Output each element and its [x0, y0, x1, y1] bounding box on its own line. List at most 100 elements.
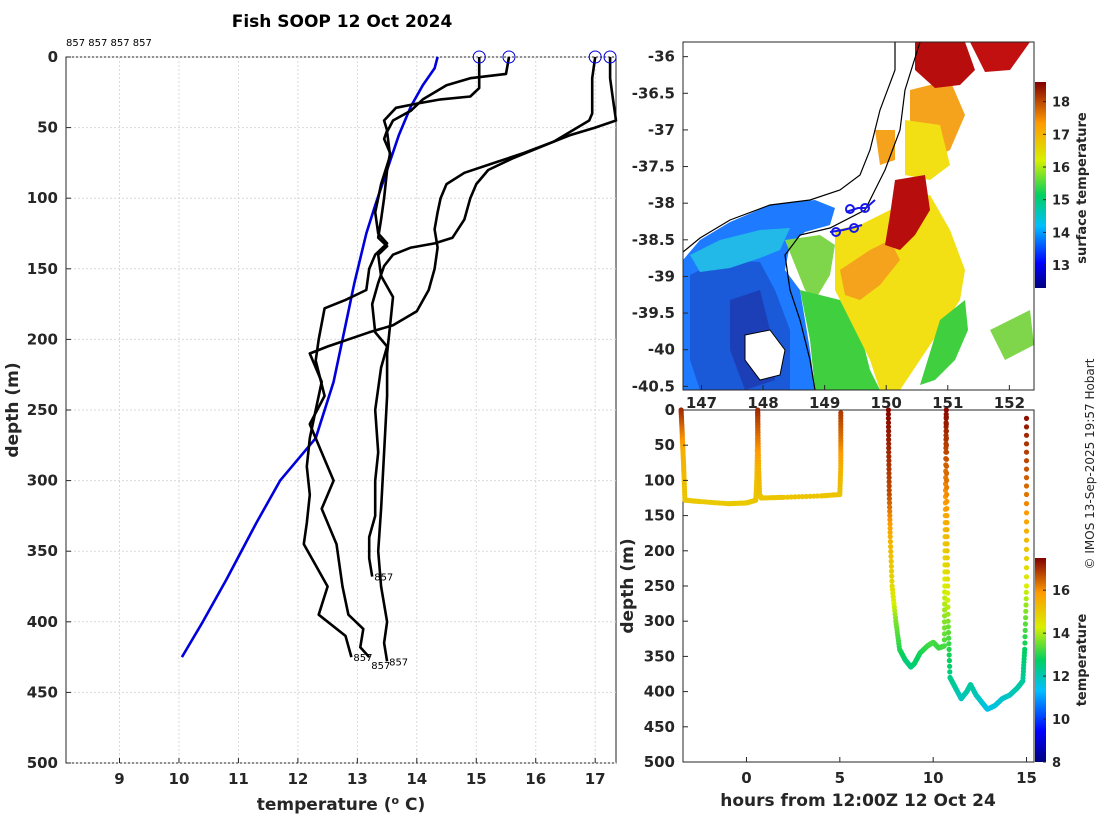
section-y-tick-label: 100	[644, 471, 675, 489]
section-point	[944, 548, 950, 554]
map-y-tick-label: -38	[648, 194, 675, 212]
section-point	[945, 583, 951, 589]
map-x-tick-label: 148	[747, 394, 778, 412]
section-point	[1023, 483, 1030, 489]
section-point	[889, 573, 895, 579]
section-point	[947, 663, 953, 669]
cast-end-label: 857	[353, 653, 372, 664]
x-tick-label: 10	[169, 770, 190, 788]
section-point	[1023, 528, 1030, 534]
map-y-tick-label: -37.5	[632, 158, 675, 176]
sst-colorbar-tick-label: 15	[1052, 194, 1070, 209]
map-x-tick-label: 152	[994, 394, 1025, 412]
section-point	[1023, 537, 1030, 543]
section-point	[888, 568, 895, 574]
section-point	[944, 534, 950, 540]
section-point	[888, 544, 894, 550]
section-track-2	[755, 407, 844, 501]
y-axis-label: depth (m)	[3, 362, 23, 457]
section-point	[781, 494, 787, 500]
section-point	[1023, 615, 1029, 621]
section-point	[1023, 555, 1030, 562]
sst-map-chart: -36 -36.5 -37 -37.5 -38 -38.5 -39 -39.5 -40 -40.5…	[632, 41, 1090, 412]
section-y-tick-label: 350	[644, 647, 675, 665]
map-x-tick-label: 147	[686, 394, 717, 412]
section-x-tick-label: 0	[741, 769, 751, 787]
temperature-colorbar-tick-label: 16	[1052, 584, 1070, 599]
section-point	[945, 611, 951, 617]
section-point	[943, 428, 950, 434]
section-x-tick-label: 10	[923, 769, 944, 787]
y-tick-label: 100	[27, 189, 58, 207]
section-point	[1023, 441, 1030, 447]
section-y-tick-label: 500	[644, 753, 675, 771]
section-point	[1023, 491, 1030, 498]
section-point	[792, 494, 798, 500]
section-point	[1023, 475, 1030, 481]
cast-start-marker	[502, 50, 516, 64]
x-tick-label: 16	[525, 770, 546, 788]
section-point	[947, 669, 953, 675]
section-point	[944, 562, 951, 568]
section-point	[943, 421, 949, 427]
y-tick-label: 0	[48, 48, 58, 66]
section-point	[888, 563, 895, 569]
section-y-axis-label: depth (m)	[618, 538, 638, 633]
section-point	[796, 494, 802, 500]
y-tick-label: 50	[37, 119, 58, 137]
section-point	[1023, 424, 1030, 430]
section-point	[886, 496, 893, 502]
section-point	[799, 494, 806, 500]
x-tick-label: 12	[287, 770, 308, 788]
section-y-tick-label: 450	[644, 718, 675, 736]
plot-frame	[65, 56, 617, 764]
section-y-tick-label: 250	[644, 577, 675, 595]
x-tick-label: 13	[347, 770, 368, 788]
section-point	[1022, 621, 1028, 627]
section-point	[944, 498, 950, 505]
section-point	[886, 445, 892, 451]
y-tick-label: 200	[27, 330, 58, 348]
section-point	[886, 479, 892, 485]
x-tick-label: 17	[585, 770, 606, 788]
section-point	[886, 483, 892, 489]
section-point	[886, 441, 892, 447]
section-point	[1023, 583, 1030, 589]
x-axis-label: temperature (o C)	[257, 794, 426, 815]
section-point	[1023, 519, 1030, 525]
cast-start-marker	[472, 50, 486, 64]
section-frame	[682, 409, 1035, 763]
section-point	[1023, 501, 1030, 507]
section-y-tick-label: 300	[644, 612, 675, 630]
y-tick-label: 400	[27, 613, 58, 631]
section-point	[788, 494, 794, 500]
y-tick-label: 450	[27, 683, 58, 701]
temperature-colorbar	[1035, 558, 1046, 762]
section-point	[944, 520, 950, 526]
temperature-colorbar-label: temperature	[1075, 614, 1090, 707]
section-point	[886, 437, 892, 443]
section-point	[945, 629, 952, 636]
section-point	[785, 494, 791, 500]
section-point	[886, 470, 892, 476]
section-point	[886, 500, 893, 506]
section-point	[885, 424, 892, 430]
cast-end-label: 857	[371, 661, 390, 672]
map-y-tick-label: -36.5	[632, 84, 675, 102]
map-y-tick-label: -39	[648, 267, 675, 285]
section-point	[1023, 596, 1029, 602]
section-point	[944, 477, 950, 483]
section-point	[887, 504, 893, 510]
section-point	[886, 466, 892, 472]
section-point	[1023, 589, 1029, 595]
section-point	[889, 578, 895, 584]
section-point	[885, 411, 892, 417]
map-y-tick-label: -38.5	[632, 231, 675, 249]
section-point	[944, 470, 950, 476]
section-point	[887, 508, 893, 514]
section-x-tick-label: 15	[1016, 769, 1037, 787]
depth-time-section-chart: 0 5 10 15 0 50 100 150 200 250 300 350 400 450 500 ho…	[618, 401, 1090, 811]
section-point	[1023, 602, 1029, 608]
section-y-tick-label: 0	[665, 401, 675, 419]
